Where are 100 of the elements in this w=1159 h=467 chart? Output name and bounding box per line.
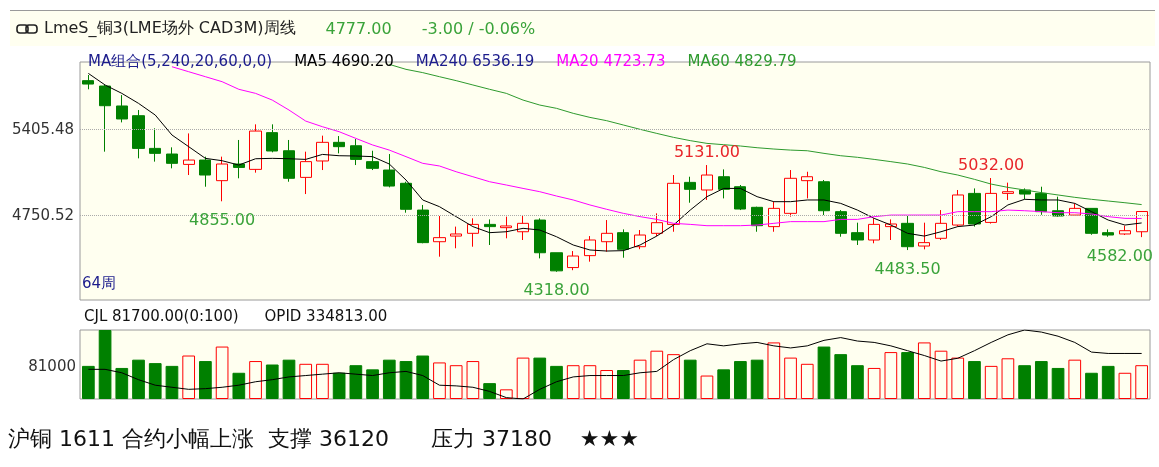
candlestick (751, 206, 763, 233)
bar (416, 355, 430, 399)
bar (332, 372, 346, 399)
annotation: 4582.00 (1086, 245, 1153, 265)
candlestick (851, 222, 864, 246)
candlestick (300, 151, 312, 195)
text: OPID 334813.00 (264, 306, 388, 325)
chart-title: LmeS_铜3(LME场外 CAD3M)周线 (44, 18, 296, 39)
candlestick (316, 135, 329, 171)
candlestick (216, 156, 228, 202)
annotation: 4318.00 (523, 280, 590, 300)
candlestick (868, 217, 880, 244)
candlestick (534, 217, 546, 259)
bar (265, 364, 279, 399)
bar (98, 330, 112, 399)
candlestick (651, 212, 663, 237)
candlestick (801, 171, 813, 199)
candlestick (266, 123, 278, 153)
text: -3.00 / -0.06% (421, 19, 536, 38)
text: MA20 4723.73 (556, 51, 666, 70)
bar (82, 365, 95, 399)
candlestick (835, 209, 847, 238)
bar (483, 383, 496, 399)
bar (148, 363, 162, 399)
bar (232, 372, 246, 399)
candlestick (417, 204, 429, 244)
text: 4777.00 (325, 19, 392, 38)
bar (617, 370, 630, 399)
annotation: 4483.50 (874, 258, 941, 278)
candlestick (968, 187, 981, 228)
annotation: 5131.00 (673, 141, 741, 161)
candlestick (667, 174, 680, 233)
candlestick (1102, 228, 1114, 238)
bar (115, 367, 129, 399)
candlestick (400, 181, 412, 214)
y-tick-label: 4750.52 (11, 206, 74, 224)
candlestick (985, 177, 997, 225)
bar (1085, 372, 1098, 399)
y-tick-label: 5405.48 (11, 120, 74, 139)
candlestick (584, 235, 596, 263)
annotation: MA组合(5,240,20,60,0,0) (88, 51, 273, 70)
candlestick (617, 228, 629, 259)
candlestick (132, 109, 145, 159)
text: 81000 (28, 356, 76, 375)
candlestick (166, 146, 178, 169)
bar (1034, 361, 1048, 399)
candlestick (249, 123, 262, 174)
candlestick (734, 184, 746, 211)
bar (901, 352, 914, 399)
candlestick (601, 219, 613, 253)
annotation: MA240 6536.19 (415, 51, 535, 70)
bar (1101, 365, 1115, 399)
bar (282, 359, 296, 399)
bar (1018, 365, 1031, 399)
candlestick (918, 222, 930, 250)
bar (834, 354, 848, 399)
bar (750, 359, 764, 399)
candlestick (116, 94, 128, 123)
bar (1051, 367, 1065, 399)
candlestick (283, 139, 295, 183)
candlestick (952, 189, 964, 228)
bar (533, 357, 547, 399)
candlestick (768, 201, 780, 233)
candlestick (484, 218, 496, 246)
annotation: 4855.00 (189, 209, 256, 229)
bar (734, 361, 747, 399)
candlestick (784, 169, 797, 218)
candlestick (718, 168, 730, 199)
candlestick (550, 252, 563, 273)
candlestick (567, 250, 579, 271)
candlestick (183, 132, 195, 176)
candlestick (1136, 210, 1148, 238)
bar (851, 365, 864, 399)
text: MA5 4690.20 (294, 51, 394, 70)
candlestick (383, 153, 395, 188)
candlestick (199, 156, 211, 188)
bar (717, 369, 731, 399)
bar (199, 361, 212, 399)
bar (683, 359, 697, 399)
bar (817, 346, 831, 399)
candlestick (1119, 225, 1131, 236)
candlestick (500, 216, 512, 239)
candlestick (99, 84, 111, 153)
candlestick (818, 179, 830, 216)
candlestick (450, 226, 462, 249)
annotation: 5032.00 (958, 154, 1025, 174)
bar (382, 359, 396, 399)
bar (968, 361, 981, 399)
annotation: 64周 (82, 273, 117, 292)
bar (349, 365, 363, 399)
candlestick (701, 164, 713, 201)
candlestick (333, 135, 345, 154)
bar (550, 365, 563, 399)
text: MA60 4829.79 (687, 51, 797, 70)
candlestick (684, 176, 696, 204)
candlestick (935, 209, 947, 241)
bar (366, 369, 379, 399)
candlestick (149, 127, 161, 163)
candlestick (433, 215, 446, 258)
bar (165, 365, 179, 399)
